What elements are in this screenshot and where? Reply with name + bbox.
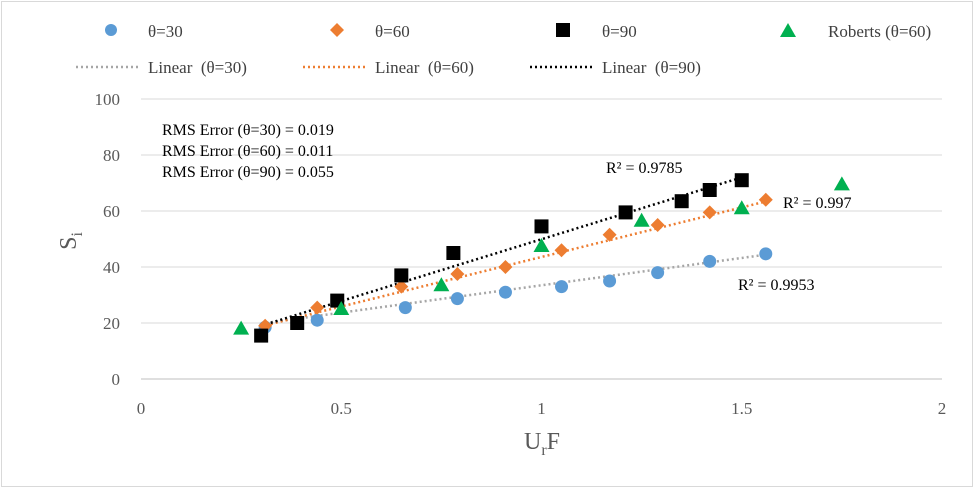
data-point-theta90-2 [290, 316, 305, 330]
data-point-roberts-2 [333, 301, 350, 315]
data-point-theta30-4 [450, 292, 464, 306]
data-point-theta60-10 [758, 192, 773, 207]
x-axis-title-tail: F [547, 429, 560, 455]
legend-label-theta60: θ=60 [375, 22, 410, 41]
y-tick-label-60: 60 [103, 202, 120, 221]
data-point-theta30-3 [398, 301, 412, 315]
data-point-roberts-3 [433, 277, 450, 292]
data-point-theta60-3 [394, 279, 409, 294]
trendline-theta90 [260, 176, 743, 327]
data-point-theta90-10 [734, 173, 749, 188]
y-axis-title: Si [56, 232, 86, 250]
data-point-theta90-8 [674, 194, 689, 209]
x-tick-label-0: 0 [137, 399, 146, 418]
data-point-theta30-2 [310, 313, 324, 327]
data-point-roberts-5 [633, 212, 650, 227]
legend-marker-theta90 [556, 23, 570, 37]
data-point-theta30-9 [703, 254, 717, 268]
x-axis-title-main: U [524, 429, 541, 455]
legend-label-theta30: θ=30 [148, 22, 183, 41]
x-axis-title: UrF [524, 429, 560, 459]
x-tick-label-1: 1 [537, 399, 546, 418]
data-point-theta90-6 [534, 219, 549, 234]
rms-annotation-theta90: RMS Error (θ=90) = 0.055 [162, 164, 334, 181]
rms-annotation-theta60: RMS Error (θ=60) = 0.011 [162, 143, 333, 160]
data-point-theta60-6 [554, 243, 569, 258]
legend-label-theta90: θ=90 [602, 22, 637, 41]
gridlines [141, 98, 942, 380]
legend-label-linear-theta60: Linear (θ=60) [375, 58, 474, 77]
legend-marker-roberts [780, 23, 796, 37]
data-points [233, 173, 850, 343]
trendline-theta60 [260, 200, 767, 328]
data-point-theta60-8 [650, 218, 665, 232]
legend-label-roberts: Roberts (θ=60) [828, 22, 931, 41]
data-point-theta90-5 [446, 246, 461, 260]
rms-annotation-theta30: RMS Error (θ=30) = 0.019 [162, 122, 334, 139]
r2-label-theta30: R² = 0.9953 [738, 277, 815, 294]
y-axis-title-subscript: i [69, 232, 86, 237]
legend-marker-theta60 [330, 23, 344, 37]
r2-label-theta60: R² = 0.997 [783, 195, 852, 212]
y-tick-label-0: 0 [112, 370, 121, 389]
x-axis-title-subscript: r [541, 442, 547, 459]
data-point-theta60-4 [450, 267, 465, 281]
data-point-theta30-6 [555, 280, 569, 294]
trendlines [260, 176, 767, 328]
data-point-roberts-7 [833, 176, 850, 191]
data-point-theta90-7 [618, 205, 633, 220]
data-point-theta60-5 [498, 260, 513, 274]
y-axis-title-main: S [56, 237, 82, 250]
data-point-theta30-8 [651, 266, 665, 280]
data-point-theta90-9 [702, 183, 717, 197]
tick-labels: 0 20 40 60 80 100 0 0.5 1 1.5 2 [95, 90, 947, 418]
data-point-roberts-1 [233, 320, 250, 335]
data-point-theta30-5 [498, 285, 512, 299]
data-point-roberts-4 [533, 238, 550, 252]
data-point-theta60-9 [702, 205, 717, 220]
y-tick-label-20: 20 [103, 314, 120, 333]
r2-label-theta90: R² = 0.9785 [606, 160, 683, 177]
legend-label-linear-theta30: Linear (θ=30) [148, 58, 247, 77]
data-point-theta30-10 [759, 247, 773, 261]
data-point-theta30-7 [603, 274, 617, 288]
legend-label-linear-theta90: Linear (θ=90) [602, 58, 701, 77]
y-tick-label-80: 80 [103, 146, 120, 165]
x-tick-label-2: 2 [938, 399, 947, 418]
data-point-theta90-1 [254, 328, 269, 343]
data-point-roberts-6 [733, 200, 750, 215]
data-point-theta90-4 [394, 268, 409, 283]
legend-marker-theta30 [105, 24, 117, 36]
y-tick-label-40: 40 [103, 258, 120, 277]
x-tick-label-0.5: 0.5 [331, 399, 352, 418]
y-tick-label-100: 100 [95, 90, 121, 109]
data-point-theta60-2 [310, 300, 325, 315]
x-tick-label-1.5: 1.5 [731, 399, 752, 418]
data-point-theta60-7 [602, 227, 617, 242]
